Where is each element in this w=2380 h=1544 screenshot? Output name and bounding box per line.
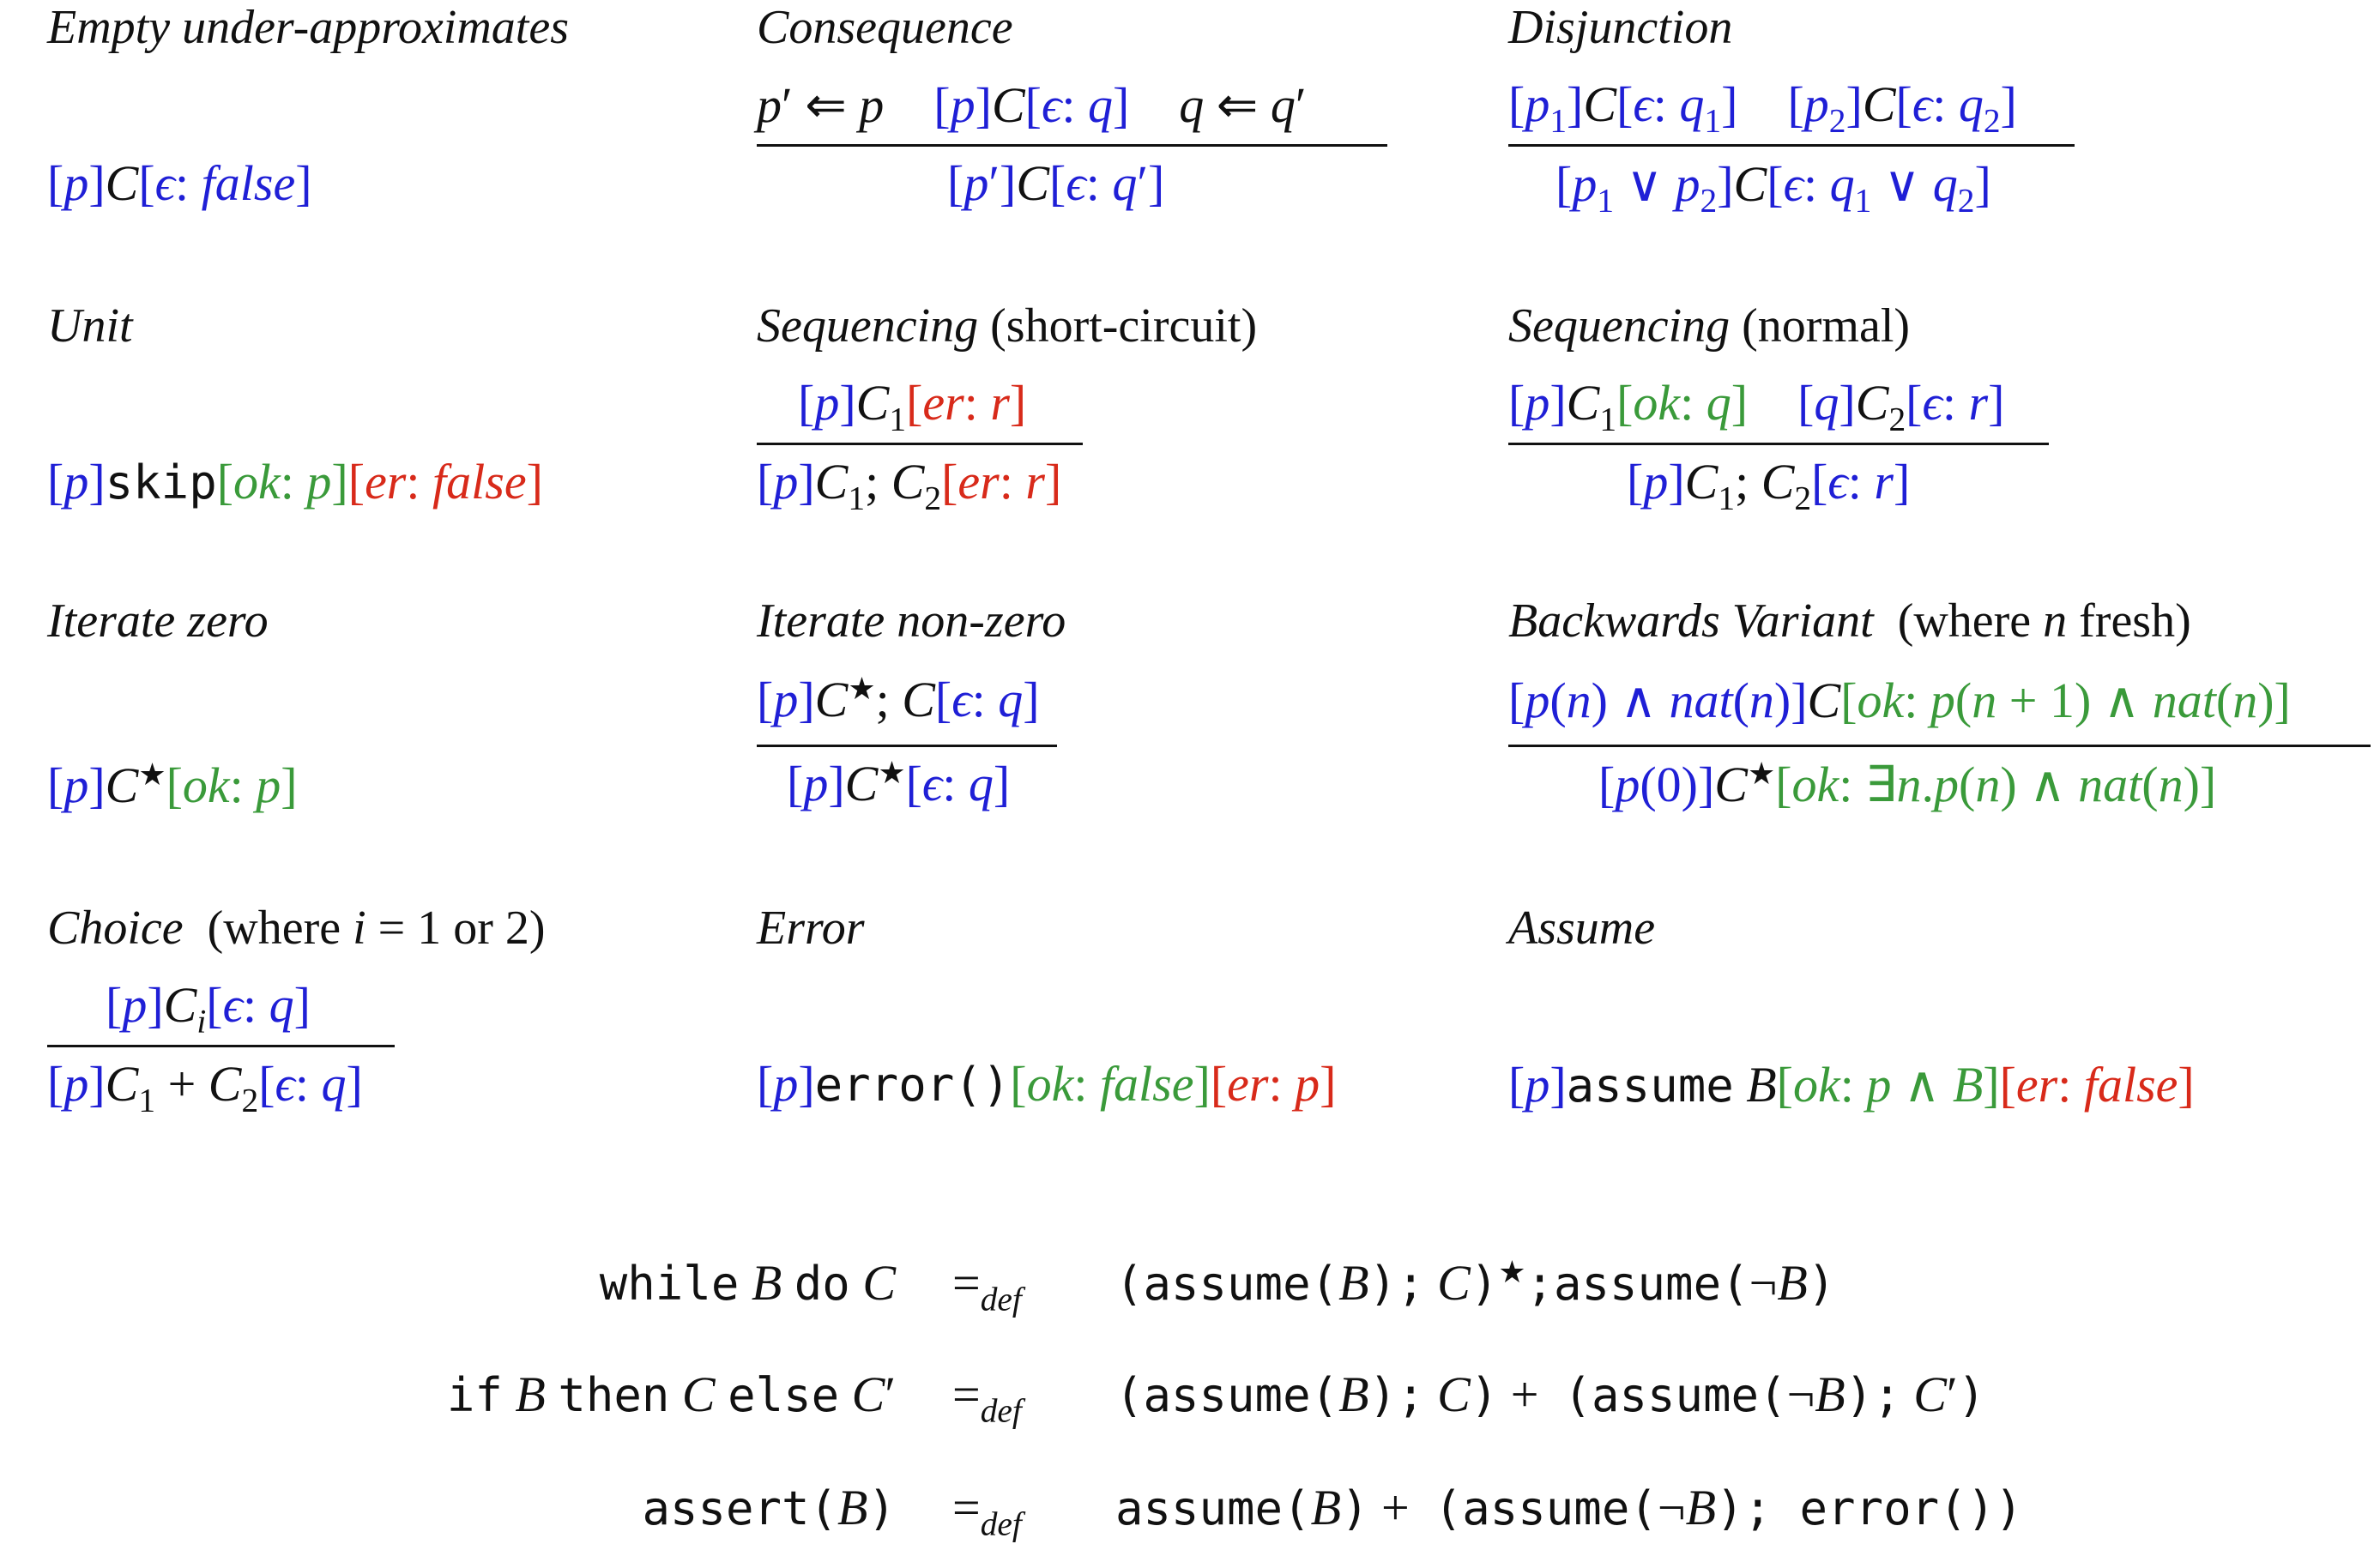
rule-name: Assume: [1508, 902, 1656, 955]
rule-premise: [p(n) ∧ nat(n)]C[ok: p(n + 1) ∧ nat(n)]: [1508, 672, 2291, 728]
definition-eq: =def: [952, 1255, 1022, 1318]
rule-name: Choice (where i = 1 or 2): [47, 902, 546, 955]
rule-name: Unit: [47, 299, 133, 353]
rule-conclusion: [p1 ∨ p2]C[ϵ: q1 ∨ q2]: [1555, 156, 1991, 220]
inference-line: [757, 745, 1057, 747]
inference-line: [1508, 745, 2371, 747]
rule-premise: [p]C1[ok: q] [q]C2[ϵ: r]: [1508, 375, 2005, 438]
rule-premise: [p1]C[ϵ: q1] [p2]C[ϵ: q2]: [1508, 76, 2017, 140]
inference-line: [1508, 443, 2049, 445]
inference-line: [757, 144, 1387, 147]
rule-premise: [p]C★; C[ϵ: q]: [757, 672, 1040, 727]
rule-name: Iterate non-zero: [757, 594, 1066, 648]
definition-rhs: (assume(B); C) + (assume(¬B); C′): [1115, 1366, 1986, 1422]
rule-name: Error: [757, 902, 865, 955]
definition-rhs: (assume(B); C)★;assume(¬B): [1115, 1255, 1836, 1311]
rule-conclusion: [p]C1; C2[ϵ: r]: [1627, 454, 1911, 517]
rule-conclusion: [p(0)]C★[ok: ∃n.p(n) ∧ nat(n)]: [1598, 757, 2217, 812]
definition-lhs: assert(B): [642, 1480, 896, 1535]
rule-conclusion: [p′]C[ϵ: q′]: [947, 155, 1165, 211]
inference-line: [47, 1045, 395, 1047]
definition-eq: =def: [952, 1480, 1022, 1543]
rule-conclusion: [p]C1; C2[er: r]: [757, 454, 1062, 517]
rule-conclusion: [p]C1 + C2[ϵ: q]: [47, 1056, 363, 1119]
rule-premise: p′ ⇐ p [p]C[ϵ: q] q ⇐ q′: [757, 77, 1307, 133]
rule-conclusion: [p]error()[ok: false][er: p]: [757, 1056, 1337, 1112]
rule-name: Disjunction: [1508, 1, 1733, 54]
rule-name: Sequencing (short-circuit): [757, 299, 1258, 353]
inference-line: [1508, 144, 2075, 147]
rule-conclusion: [p]assume B[ok: p ∧ B][er: false]: [1508, 1057, 2195, 1113]
definition-rhs: assume(B) + (assume(¬B); error()): [1115, 1480, 2023, 1535]
rule-conclusion: [p]C★[ok: p]: [47, 757, 298, 813]
inference-line: [757, 443, 1083, 445]
rule-name: Consequence: [757, 1, 1013, 54]
rule-conclusion: [p]C★[ϵ: q]: [787, 756, 1011, 811]
rule-name: Backwards Variant (where n fresh): [1508, 594, 2191, 648]
definition-eq: =def: [952, 1366, 1022, 1430]
rule-name: Empty under-approximates: [47, 1, 570, 54]
definition-lhs: if B then C else C′: [446, 1366, 896, 1422]
rule-conclusion: [p]C[ϵ: false]: [47, 155, 312, 211]
definition-lhs: while B do C: [599, 1255, 896, 1311]
rule-name: Iterate zero: [47, 594, 269, 648]
rule-name: Sequencing (normal): [1508, 299, 1911, 353]
rule-premise: [p]C1[er: r]: [798, 375, 1027, 438]
rule-conclusion: [p]skip[ok: p][er: false]: [47, 454, 543, 510]
rule-premise: [p]Ci[ϵ: q]: [106, 977, 311, 1040]
